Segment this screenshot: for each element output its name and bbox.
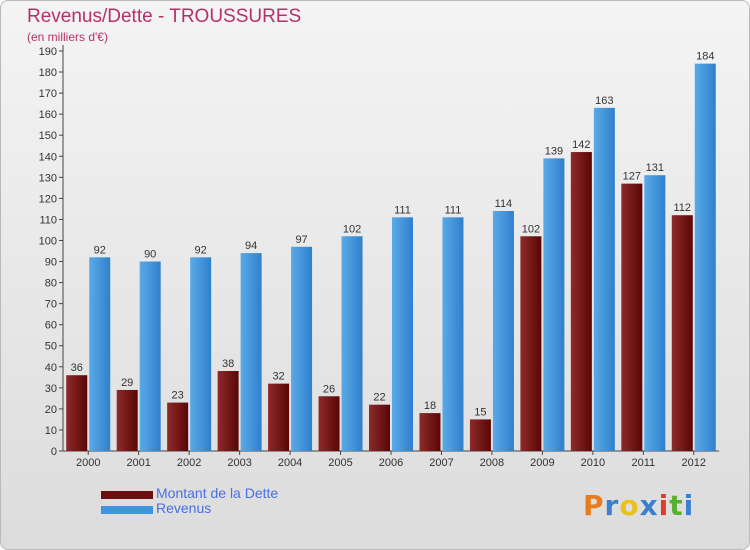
data-label-dette: 29	[121, 377, 133, 389]
data-label-dette: 23	[172, 390, 184, 402]
y-tick-label: 40	[45, 362, 57, 374]
data-label-dette: 112	[673, 202, 691, 214]
data-label-revenus: 92	[195, 244, 207, 256]
y-tick-label: 100	[39, 235, 57, 247]
y-tick-label: 90	[45, 257, 57, 269]
legend-label-dette: Montant de la Dette	[156, 485, 279, 501]
bar-revenus	[442, 217, 464, 451]
x-tick-label: 2005	[328, 457, 352, 469]
bar-dette	[66, 375, 88, 451]
bar-revenus	[593, 107, 615, 451]
data-label-dette: 18	[424, 400, 436, 412]
data-label-revenus: 90	[144, 249, 156, 261]
y-tick-label: 170	[39, 88, 57, 100]
x-tick-label: 2010	[581, 457, 605, 469]
bar-dette	[268, 383, 290, 451]
y-tick-label: 80	[45, 278, 57, 290]
bar-dette	[419, 413, 441, 451]
bar-dette	[369, 404, 390, 451]
legend-swatch-revenus	[101, 506, 153, 514]
y-tick-label: 50	[45, 341, 57, 353]
x-tick-label: 2011	[631, 457, 655, 469]
y-tick-label: 130	[39, 172, 57, 184]
x-tick-label: 2001	[126, 457, 150, 469]
x-tick-label: 2006	[379, 457, 403, 469]
data-label-revenus: 111	[445, 204, 462, 216]
bar-revenus	[341, 236, 363, 451]
data-label-revenus: 97	[295, 234, 307, 246]
bar-dette	[520, 236, 542, 451]
data-label-revenus: 94	[245, 240, 257, 252]
y-tick-label: 160	[39, 109, 57, 121]
y-tick-label: 120	[39, 193, 57, 205]
x-tick-label: 2009	[530, 457, 554, 469]
y-tick-label: 190	[39, 46, 57, 58]
data-label-revenus: 114	[495, 198, 513, 210]
bar-revenus	[291, 246, 313, 451]
data-label-dette: 32	[272, 371, 284, 383]
data-label-dette: 22	[373, 392, 385, 404]
x-tick-label: 2012	[682, 457, 706, 469]
data-label-revenus: 111	[394, 204, 411, 216]
legend-label-revenus: Revenus	[156, 500, 212, 516]
bar-revenus	[392, 217, 413, 451]
y-tick-label: 60	[45, 320, 57, 332]
bar-dette	[671, 215, 693, 451]
x-tick-label: 2008	[480, 457, 504, 469]
data-label-revenus: 92	[94, 244, 106, 256]
x-tick-label: 2003	[227, 457, 251, 469]
y-tick-label: 180	[39, 67, 57, 79]
y-tick-label: 70	[45, 299, 57, 311]
proxiti-logo: Proxiti	[583, 489, 695, 522]
y-tick-label: 10	[45, 425, 57, 437]
legend-swatch-dette	[101, 491, 153, 499]
data-label-revenus: 131	[646, 162, 664, 174]
bar-revenus	[543, 158, 565, 452]
bar-revenus	[644, 175, 666, 452]
data-label-dette: 38	[222, 358, 234, 370]
bar-dette	[318, 396, 340, 451]
bar-dette	[570, 152, 592, 452]
bar-revenus	[694, 63, 716, 451]
data-label-dette: 127	[623, 171, 641, 183]
bar-dette	[469, 419, 491, 451]
data-label-dette: 15	[474, 406, 486, 418]
y-tick-label: 30	[45, 383, 57, 395]
bar-dette	[167, 402, 189, 451]
data-label-dette: 26	[323, 383, 335, 395]
data-label-revenus: 139	[545, 145, 563, 157]
bar-dette	[217, 371, 239, 451]
y-tick-label: 110	[39, 214, 57, 226]
chart-title: Revenus/Dette - TROUSSURES	[27, 6, 302, 27]
data-label-dette: 142	[572, 139, 590, 151]
bar-revenus	[89, 257, 111, 451]
data-label-revenus: 184	[696, 51, 714, 63]
x-tick-label: 2002	[177, 457, 201, 469]
data-label-dette: 36	[71, 362, 83, 374]
chart-subtitle: (en milliers d'€)	[27, 30, 108, 44]
y-tick-label: 20	[45, 404, 57, 416]
bar-dette	[116, 389, 138, 451]
data-label-revenus: 163	[595, 95, 613, 107]
data-label-revenus: 102	[343, 223, 361, 235]
y-tick-label: 0	[51, 446, 57, 458]
data-label-dette: 102	[522, 223, 540, 235]
bar-revenus	[139, 261, 161, 451]
bar-dette	[621, 183, 643, 451]
bar-revenus	[240, 253, 262, 451]
bar-revenus	[190, 257, 212, 451]
x-tick-label: 2007	[429, 457, 453, 469]
x-tick-label: 2000	[76, 457, 100, 469]
y-tick-label: 150	[39, 130, 57, 142]
y-tick-label: 140	[39, 151, 57, 163]
bar-revenus	[492, 211, 514, 451]
x-tick-label: 2004	[278, 457, 302, 469]
